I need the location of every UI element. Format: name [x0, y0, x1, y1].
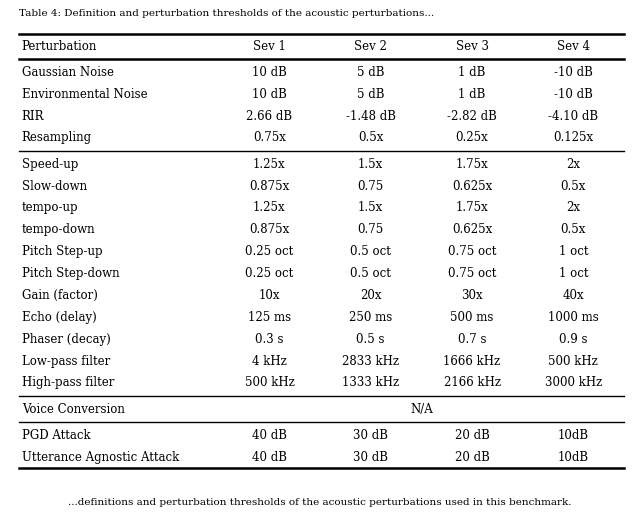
Text: 1.25x: 1.25x — [253, 158, 285, 171]
Text: Gain (factor): Gain (factor) — [22, 289, 98, 302]
Text: 2.66 dB: 2.66 dB — [246, 110, 292, 123]
Text: 30x: 30x — [461, 289, 483, 302]
Text: 500 ms: 500 ms — [451, 311, 493, 324]
Text: Perturbation: Perturbation — [22, 40, 97, 53]
Text: Sev 2: Sev 2 — [355, 40, 387, 53]
Text: -1.48 dB: -1.48 dB — [346, 110, 396, 123]
Text: Environmental Noise: Environmental Noise — [22, 88, 147, 101]
Text: 30 dB: 30 dB — [353, 451, 388, 464]
Text: -4.10 dB: -4.10 dB — [548, 110, 598, 123]
Text: Resampling: Resampling — [22, 132, 92, 145]
Text: 250 ms: 250 ms — [349, 311, 392, 324]
Text: 10dB: 10dB — [558, 451, 589, 464]
Text: 0.9 s: 0.9 s — [559, 333, 588, 346]
Text: 0.5 oct: 0.5 oct — [350, 267, 391, 280]
Text: -2.82 dB: -2.82 dB — [447, 110, 497, 123]
Text: 10x: 10x — [259, 289, 280, 302]
Text: 500 kHz: 500 kHz — [548, 354, 598, 367]
Text: Pitch Step-down: Pitch Step-down — [22, 267, 120, 280]
Text: 3000 kHz: 3000 kHz — [545, 376, 602, 389]
Text: Phaser (decay): Phaser (decay) — [22, 333, 111, 346]
Text: Sev 1: Sev 1 — [253, 40, 286, 53]
Text: 1.5x: 1.5x — [358, 201, 383, 215]
Text: Gaussian Noise: Gaussian Noise — [22, 66, 114, 79]
Text: 0.75 oct: 0.75 oct — [448, 245, 496, 258]
Text: 2x: 2x — [566, 158, 580, 171]
Text: 40 dB: 40 dB — [252, 429, 287, 442]
Text: 20 dB: 20 dB — [454, 429, 490, 442]
Text: 500 kHz: 500 kHz — [244, 376, 294, 389]
Text: 20 dB: 20 dB — [454, 451, 490, 464]
Text: 1.75x: 1.75x — [456, 201, 488, 215]
Text: -10 dB: -10 dB — [554, 66, 593, 79]
Text: 1 dB: 1 dB — [458, 66, 486, 79]
Text: RIR: RIR — [22, 110, 44, 123]
Text: 1.25x: 1.25x — [253, 201, 285, 215]
Text: 0.25 oct: 0.25 oct — [245, 245, 294, 258]
Text: 1333 kHz: 1333 kHz — [342, 376, 399, 389]
Text: 0.5x: 0.5x — [358, 132, 383, 145]
Text: 0.5x: 0.5x — [561, 223, 586, 236]
Text: 2x: 2x — [566, 201, 580, 215]
Text: Pitch Step-up: Pitch Step-up — [22, 245, 102, 258]
Text: 0.25 oct: 0.25 oct — [245, 267, 294, 280]
Text: 0.75x: 0.75x — [253, 132, 286, 145]
Text: 0.125x: 0.125x — [554, 132, 593, 145]
Text: 4 kHz: 4 kHz — [252, 354, 287, 367]
Text: 0.5 s: 0.5 s — [356, 333, 385, 346]
Text: 0.625x: 0.625x — [452, 223, 492, 236]
Text: 2166 kHz: 2166 kHz — [444, 376, 500, 389]
Text: Echo (delay): Echo (delay) — [22, 311, 97, 324]
Text: Voice Conversion: Voice Conversion — [22, 402, 125, 416]
Text: 1.75x: 1.75x — [456, 158, 488, 171]
Text: 1 oct: 1 oct — [559, 267, 588, 280]
Text: N/A: N/A — [410, 402, 433, 416]
Text: tempo-up: tempo-up — [22, 201, 78, 215]
Text: 125 ms: 125 ms — [248, 311, 291, 324]
Text: 5 dB: 5 dB — [357, 66, 385, 79]
Text: Utterance Agnostic Attack: Utterance Agnostic Attack — [22, 451, 179, 464]
Text: 0.25x: 0.25x — [456, 132, 488, 145]
Text: 0.5 oct: 0.5 oct — [350, 245, 391, 258]
Text: 10 dB: 10 dB — [252, 66, 287, 79]
Text: -10 dB: -10 dB — [554, 88, 593, 101]
Text: 20x: 20x — [360, 289, 381, 302]
Text: 40x: 40x — [563, 289, 584, 302]
Text: Sev 4: Sev 4 — [557, 40, 590, 53]
Text: 1000 ms: 1000 ms — [548, 311, 599, 324]
Text: 10 dB: 10 dB — [252, 88, 287, 101]
Text: ...definitions and perturbation thresholds of the acoustic perturbations used in: ...definitions and perturbation threshol… — [68, 497, 572, 507]
Text: 30 dB: 30 dB — [353, 429, 388, 442]
Text: 40 dB: 40 dB — [252, 451, 287, 464]
Text: PGD Attack: PGD Attack — [22, 429, 90, 442]
Text: 0.875x: 0.875x — [250, 223, 289, 236]
Text: 0.75 oct: 0.75 oct — [448, 267, 496, 280]
Text: 0.75: 0.75 — [358, 180, 384, 193]
Text: 5 dB: 5 dB — [357, 88, 385, 101]
Text: 0.7 s: 0.7 s — [458, 333, 486, 346]
Text: 0.3 s: 0.3 s — [255, 333, 284, 346]
Text: High-pass filter: High-pass filter — [22, 376, 114, 389]
Text: 1.5x: 1.5x — [358, 158, 383, 171]
Text: 1 oct: 1 oct — [559, 245, 588, 258]
Text: 1 dB: 1 dB — [458, 88, 486, 101]
Text: 0.5x: 0.5x — [561, 180, 586, 193]
Text: 10dB: 10dB — [558, 429, 589, 442]
Text: Sev 3: Sev 3 — [456, 40, 488, 53]
Text: Table 4: Definition and perturbation thresholds of the acoustic perturbations...: Table 4: Definition and perturbation thr… — [19, 8, 435, 18]
Text: Slow-down: Slow-down — [22, 180, 87, 193]
Text: 1666 kHz: 1666 kHz — [444, 354, 500, 367]
Text: 0.75: 0.75 — [358, 223, 384, 236]
Text: tempo-down: tempo-down — [22, 223, 95, 236]
Text: 0.875x: 0.875x — [250, 180, 289, 193]
Text: 2833 kHz: 2833 kHz — [342, 354, 399, 367]
Text: 0.625x: 0.625x — [452, 180, 492, 193]
Text: Speed-up: Speed-up — [22, 158, 78, 171]
Text: Low-pass filter: Low-pass filter — [22, 354, 110, 367]
